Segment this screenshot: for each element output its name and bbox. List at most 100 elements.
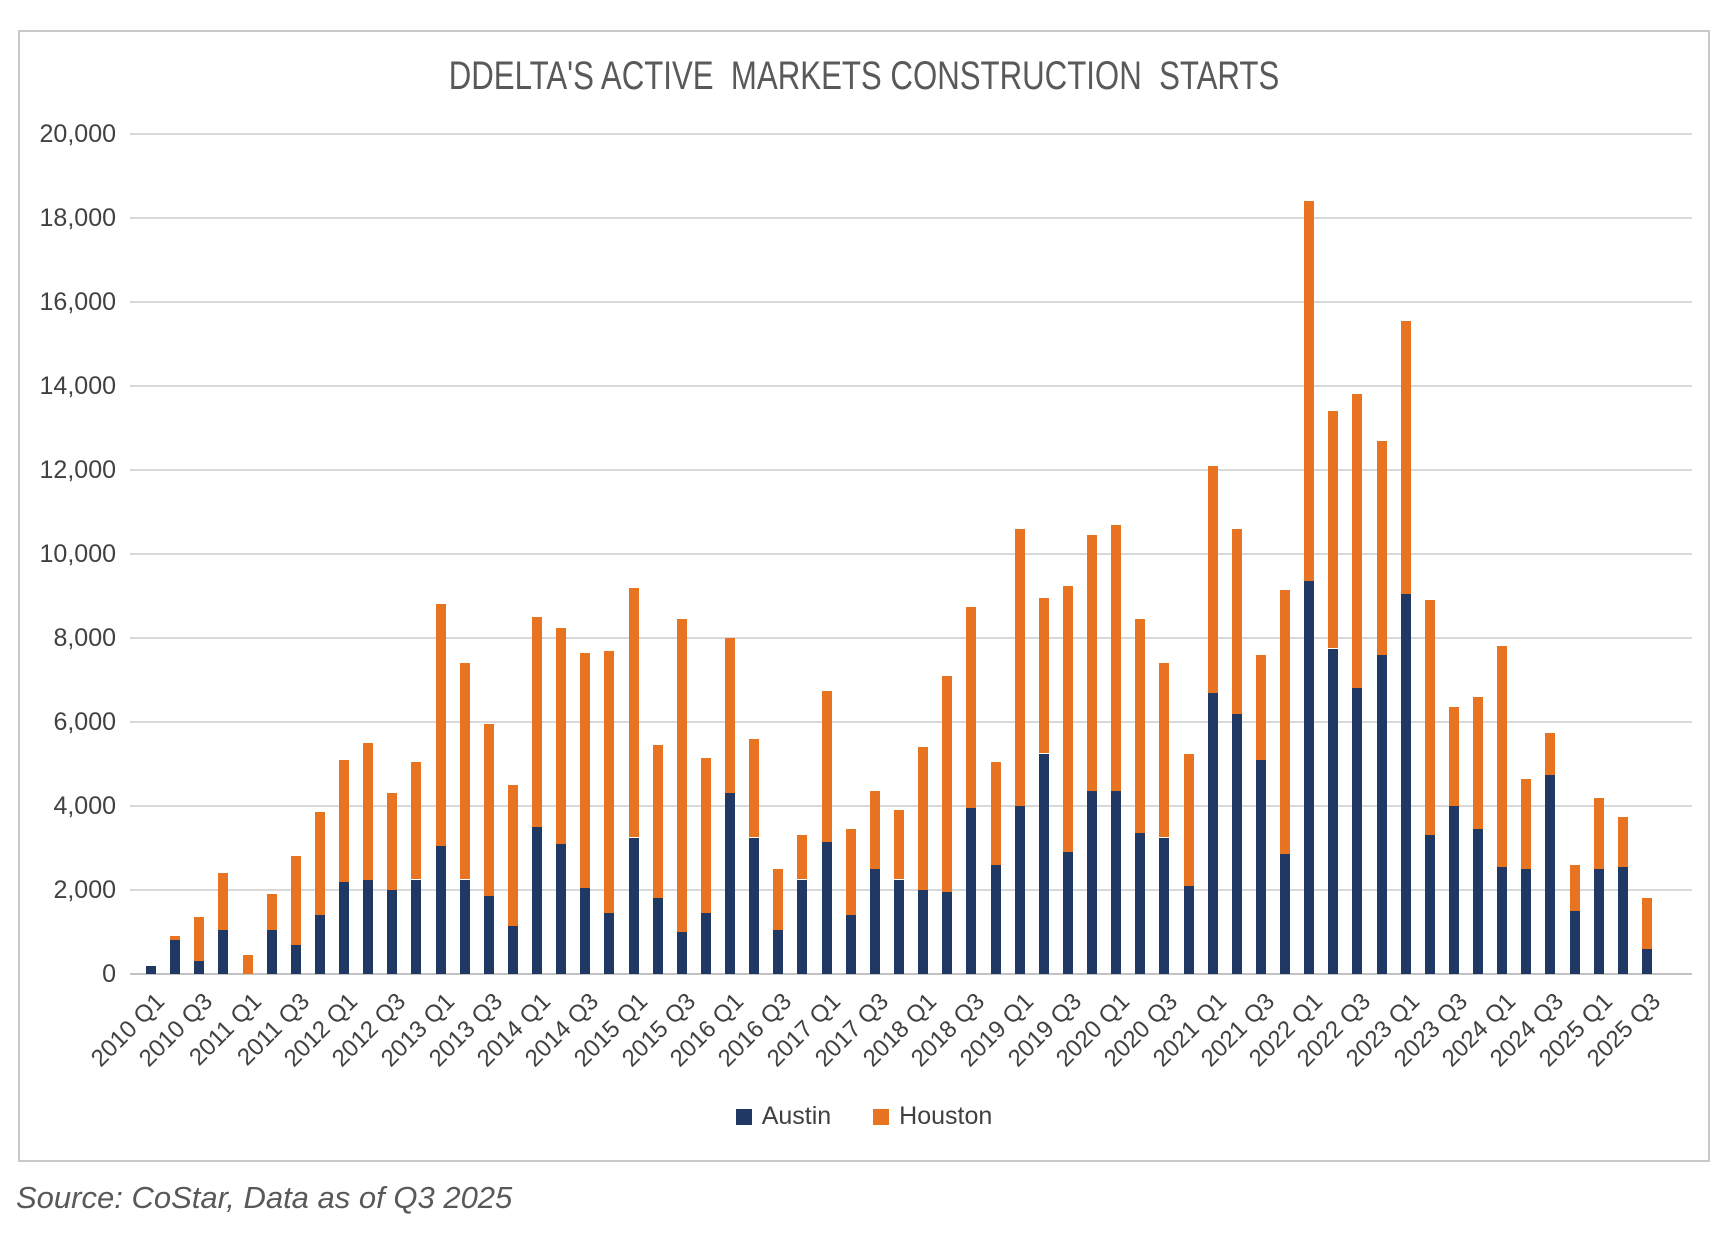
bar-segment-houston-2020-Q1 [1111, 524, 1122, 792]
bar-segment-austin-2024-Q3 [1545, 774, 1556, 974]
bar-segment-austin-2024-Q2 [1521, 869, 1532, 974]
bar-segment-houston-2012-Q1 [339, 759, 350, 882]
bar-segment-houston-2024-Q4 [1569, 864, 1580, 911]
y-axis-tick-label: 8,000 [53, 624, 116, 652]
bar-segment-houston-2019-Q2 [1038, 598, 1049, 754]
bar-segment-houston-2024-Q3 [1545, 732, 1556, 775]
bar-segment-austin-2021-Q4 [1280, 854, 1291, 974]
source-note: Source: CoStar, Data as of Q3 2025 [16, 1180, 513, 1215]
bar-segment-houston-2011-Q3 [290, 856, 301, 945]
bar-segment-houston-2015-Q1 [628, 587, 639, 838]
bar-segment-austin-2018-Q4 [990, 864, 1001, 974]
bar-segment-houston-2012-Q3 [387, 793, 398, 890]
bar-segment-austin-2011-Q4 [314, 915, 325, 974]
bar-segment-austin-2016-Q1 [725, 793, 736, 974]
bar-segment-houston-2022-Q2 [1328, 411, 1339, 649]
bar-segment-houston-2019-Q1 [1014, 528, 1025, 806]
bar-segment-austin-2023-Q2 [1424, 835, 1435, 974]
bar-segment-houston-2016-Q4 [797, 835, 808, 880]
y-axis-tick-label: 20,000 [39, 120, 116, 148]
bar-segment-houston-2016-Q3 [773, 869, 784, 930]
chart-panel: DDELTA'S ACTIVE MARKETS CONSTRUCTION STA… [18, 30, 1710, 1162]
bar-segment-austin-2019-Q1 [1014, 806, 1025, 974]
bar-segment-houston-2012-Q4 [411, 761, 422, 880]
bar-segment-austin-2019-Q4 [1087, 791, 1098, 974]
bar-segment-houston-2014-Q2 [556, 627, 567, 844]
bar-segment-austin-2022-Q2 [1328, 648, 1339, 974]
bar-segment-houston-2016-Q2 [749, 738, 760, 838]
bar-segment-austin-2017-Q3 [869, 869, 880, 974]
bar-segment-houston-2013-Q2 [459, 663, 470, 880]
bar-segment-austin-2025-Q2 [1617, 866, 1628, 974]
bar-segment-houston-2010-Q4 [218, 873, 229, 930]
y-axis-tick-label: 4,000 [53, 792, 116, 820]
bar-segment-houston-2011-Q2 [266, 894, 277, 930]
bar-segment-houston-2022-Q1 [1304, 201, 1315, 582]
bar-segment-austin-2016-Q3 [773, 929, 784, 974]
bar-segment-houston-2021-Q4 [1280, 589, 1291, 855]
bar-segment-austin-2020-Q2 [1135, 833, 1146, 974]
bar-segment-austin-2017-Q1 [821, 841, 832, 974]
bar-segment-houston-2011-Q1 [242, 955, 253, 974]
bar-segment-austin-2016-Q4 [797, 879, 808, 974]
y-axis-tick-label: 6,000 [53, 708, 116, 736]
gridline-14000 [130, 385, 1692, 387]
bar-segment-austin-2024-Q1 [1497, 866, 1508, 974]
bar-segment-houston-2020-Q4 [1183, 753, 1194, 886]
y-axis-tick-label: 16,000 [39, 288, 116, 316]
bar-segment-houston-2012-Q2 [363, 743, 374, 880]
gridline-4000 [130, 805, 1692, 807]
bar-segment-houston-2019-Q4 [1087, 535, 1098, 792]
bar-segment-austin-2021-Q1 [1207, 692, 1218, 974]
bar-segment-houston-2013-Q3 [483, 724, 494, 897]
bar-segment-houston-2018-Q4 [990, 761, 1001, 865]
bar-segment-houston-2023-Q3 [1448, 707, 1459, 806]
bar-segment-austin-2014-Q3 [580, 887, 591, 974]
chart-title: DDELTA'S ACTIVE MARKETS CONSTRUCTION STA… [448, 54, 1280, 98]
gridline-6000 [130, 721, 1692, 723]
legend-label-houston: Houston [899, 1102, 993, 1130]
bar-segment-austin-2019-Q3 [1062, 852, 1073, 974]
bar-segment-austin-2015-Q4 [700, 913, 711, 974]
bar-segment-houston-2015-Q4 [700, 757, 711, 914]
bar-segment-austin-2014-Q4 [604, 913, 615, 974]
gridline-0 [130, 973, 1692, 975]
bar-segment-austin-2020-Q1 [1111, 791, 1122, 974]
bar-segment-houston-2011-Q4 [314, 812, 325, 916]
bar-segment-houston-2023-Q2 [1424, 600, 1435, 836]
plot-area: 0 2,000 4,000 6,000 8,000 10,000 12,000 14,000 1… [20, 32, 1708, 1160]
legend-label-austin: Austin [761, 1102, 832, 1130]
bar-segment-houston-2024-Q2 [1521, 778, 1532, 869]
bar-segment-austin-2022-Q4 [1376, 654, 1387, 974]
bar-segment-austin-2019-Q2 [1038, 753, 1049, 974]
y-axis-tick-label: 0 [102, 960, 116, 988]
bar-segment-austin-2010-Q3 [194, 961, 205, 974]
y-axis-tick-label: 2,000 [53, 876, 116, 904]
bar-segment-austin-2013-Q4 [507, 925, 518, 974]
legend-item-austin: Austin [735, 1102, 832, 1131]
bar-segment-austin-2014-Q1 [532, 827, 543, 974]
bar-segment-austin-2013-Q2 [459, 879, 470, 974]
bar-segment-houston-2014-Q3 [580, 652, 591, 888]
legend-swatch-austin [735, 1108, 752, 1125]
legend: Austin Houston [20, 1102, 1708, 1131]
bar-segment-austin-2013-Q3 [483, 896, 494, 974]
bar-segment-austin-2014-Q2 [556, 843, 567, 974]
bar-segment-houston-2020-Q3 [1159, 663, 1170, 838]
bar-segment-houston-2015-Q3 [676, 619, 687, 932]
gridline-18000 [130, 217, 1692, 219]
bar-segment-austin-2022-Q3 [1352, 688, 1363, 974]
bar-segment-austin-2010-Q2 [170, 940, 181, 974]
y-axis-tick-label: 14,000 [39, 372, 116, 400]
bar-segment-austin-2022-Q1 [1304, 581, 1315, 974]
bar-segment-austin-2016-Q2 [749, 837, 760, 974]
bar-segment-austin-2021-Q2 [1231, 713, 1242, 974]
bar-segment-houston-2021-Q1 [1207, 465, 1218, 693]
bar-segment-houston-2022-Q4 [1376, 440, 1387, 655]
bar-segment-houston-2010-Q2 [170, 936, 181, 941]
bar-segment-houston-2024-Q1 [1497, 646, 1508, 867]
bar-segment-houston-2017-Q1 [821, 690, 832, 842]
bar-segment-austin-2023-Q4 [1473, 829, 1484, 974]
bar-segment-austin-2015-Q2 [652, 898, 663, 974]
bar-segment-houston-2025-Q2 [1617, 816, 1628, 867]
